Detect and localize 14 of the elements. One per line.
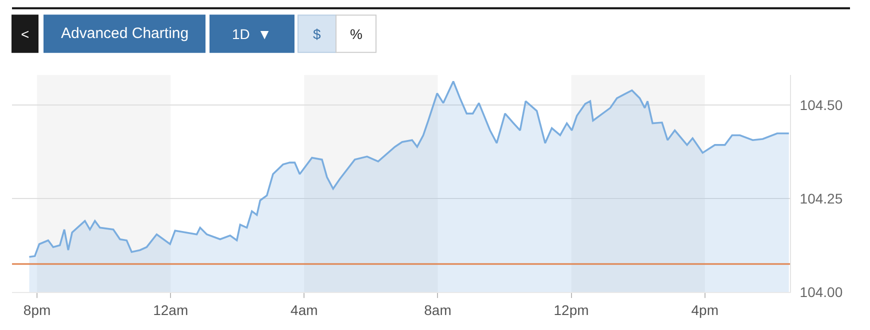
x-tick-label: 8am	[424, 302, 452, 318]
y-tick-label: 104.00	[800, 284, 843, 300]
x-tick-label: 12pm	[554, 302, 589, 318]
x-tick-label: 4pm	[691, 302, 718, 318]
text: $	[313, 26, 321, 42]
x-tick-label: 4am	[290, 302, 318, 318]
text: 1D ▼	[232, 26, 272, 42]
text: <	[21, 26, 30, 42]
text: Advanced Charting	[61, 25, 189, 42]
text: %	[350, 26, 362, 42]
y-tick-label: 104.25	[800, 190, 843, 206]
y-tick-label: 104.50	[800, 96, 843, 113]
x-tick-label: 8pm	[23, 302, 51, 318]
x-tick-label: 12am	[153, 302, 188, 318]
